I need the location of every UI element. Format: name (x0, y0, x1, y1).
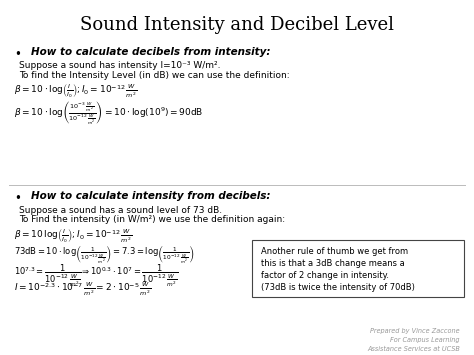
Text: $\beta = 10 \cdot \log\!\left(\frac{I}{I_0}\right); I_0 = 10^{-12}\,\frac{W}{m^2: $\beta = 10 \cdot \log\!\left(\frac{I}{I… (14, 82, 137, 100)
Text: To find the Intensity Level (in dB) we can use the definition:: To find the Intensity Level (in dB) we c… (19, 71, 290, 80)
Text: $\beta = 10 \cdot \log\!\left(\frac{10^{-3}\,\frac{W}{m^2}}{10^{-12}\,\frac{W}{m: $\beta = 10 \cdot \log\!\left(\frac{10^{… (14, 99, 204, 126)
Text: $73\mathrm{dB} = 10 \cdot \log\!\left(\frac{1}{10^{-12}\,\frac{W}{m^2}}\right) =: $73\mathrm{dB} = 10 \cdot \log\!\left(\f… (14, 243, 194, 265)
Text: Assistance Services at UCSB: Assistance Services at UCSB (367, 346, 460, 352)
Text: $10^{7.3} = \dfrac{1}{10^{-12}\,\frac{W}{m^2}} \Rightarrow 10^{0.3} \cdot 10^{7}: $10^{7.3} = \dfrac{1}{10^{-12}\,\frac{W}… (14, 262, 179, 289)
Text: Sound Intensity and Decibel Level: Sound Intensity and Decibel Level (80, 16, 394, 34)
Text: •: • (14, 192, 21, 205)
Text: Prepared by Vince Zaccone: Prepared by Vince Zaccone (370, 328, 460, 334)
Text: How to calculate decibels from intensity:: How to calculate decibels from intensity… (31, 47, 270, 57)
Text: •: • (14, 48, 21, 61)
Text: Another rule of thumb we get from
this is that a 3dB change means a
factor of 2 : Another rule of thumb we get from this i… (261, 247, 415, 292)
Text: $\beta = 10\,\log\!\left(\frac{I}{I_0}\right); I_0 = 10^{-12}\,\frac{W}{m^2}$: $\beta = 10\,\log\!\left(\frac{I}{I_0}\r… (14, 227, 133, 245)
Text: To Find the intensity (in W/m²) we use the definition again:: To Find the intensity (in W/m²) we use t… (19, 215, 285, 224)
Text: Suppose a sound has a sound level of 73 dB.: Suppose a sound has a sound level of 73 … (19, 206, 222, 215)
Text: How to calculate intensity from decibels:: How to calculate intensity from decibels… (31, 191, 270, 201)
Text: $I = 10^{-2.3} \cdot 10^{-7}\,\frac{W}{m^2} = 2 \cdot 10^{-5}\,\frac{W}{m^2}$: $I = 10^{-2.3} \cdot 10^{-7}\,\frac{W}{m… (14, 280, 152, 298)
FancyBboxPatch shape (252, 240, 464, 297)
Text: For Campus Learning: For Campus Learning (390, 337, 460, 343)
Text: Suppose a sound has intensity I=10⁻³ W/m².: Suppose a sound has intensity I=10⁻³ W/m… (19, 61, 220, 70)
